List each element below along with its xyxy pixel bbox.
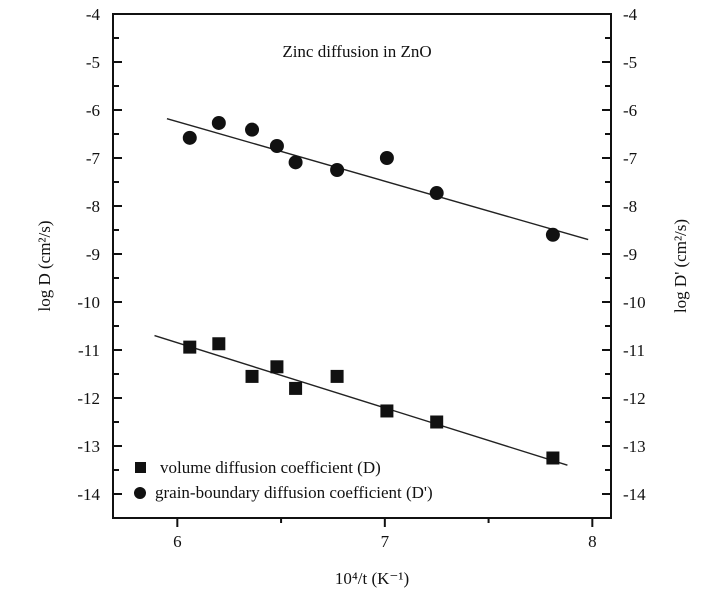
data-point-volume	[212, 337, 226, 351]
fit-lines	[154, 117, 589, 466]
fit-line-volume	[154, 334, 568, 466]
data-point-grain-boundary	[245, 122, 260, 137]
y-tick-label-right: -8	[623, 197, 637, 216]
y-tick-label-left: -13	[77, 437, 100, 456]
y-tick-label-right: -12	[623, 389, 646, 408]
data-points	[182, 115, 560, 465]
data-point-volume	[289, 381, 303, 395]
y-tick-label-left: -8	[86, 197, 100, 216]
data-point-volume	[270, 360, 284, 374]
data-point-volume	[546, 451, 560, 465]
y-tick-label-right: -6	[623, 101, 637, 120]
legend-circle-marker	[134, 487, 146, 499]
x-tick-label: 8	[588, 532, 597, 551]
y-tick-label-right: -7	[623, 149, 638, 168]
x-axis-label: 10⁴/t (K⁻¹)	[335, 569, 409, 588]
data-point-volume	[380, 404, 394, 418]
y-tick-label-right: -14	[623, 485, 646, 504]
legend-square-marker	[135, 462, 146, 473]
y-tick-label-left: -12	[77, 389, 100, 408]
legend-label-volume: volume diffusion coefficient (D)	[160, 458, 381, 477]
y-tick-label-right: -10	[623, 293, 646, 312]
x-tick-label: 7	[381, 532, 390, 551]
data-point-volume	[183, 340, 197, 354]
data-point-grain-boundary	[269, 139, 284, 153]
data-point-grain-boundary	[211, 115, 226, 130]
y-axis-label-right: log D' (cm²/s)	[671, 219, 690, 313]
data-point-grain-boundary	[182, 130, 197, 145]
legend: volume diffusion coefficient (D) grain-b…	[134, 458, 433, 502]
data-point-grain-boundary	[429, 186, 444, 201]
y-axis-label-left: log D (cm²/s)	[35, 220, 54, 311]
y-tick-label-left: -9	[86, 245, 100, 264]
y-tick-label-right: -5	[623, 53, 637, 72]
y-tick-label-left: -4	[86, 5, 101, 24]
y-tick-label-right: -4	[623, 5, 638, 24]
y-tick-label-left: -5	[86, 53, 100, 72]
y-tick-label-right: -13	[623, 437, 646, 456]
fit-line-grain-boundary	[166, 117, 589, 241]
data-point-volume	[430, 415, 444, 429]
y-tick-label-left: -10	[77, 293, 100, 312]
data-point-grain-boundary	[330, 163, 345, 177]
y-tick-label-left: -7	[86, 149, 101, 168]
ticks: -4 -4 -5 -5 -6 -6 -7 -7 -8 -8 -9 -9 -10 -10 -11 -11 -12 -…	[77, 5, 646, 551]
data-point-grain-boundary	[288, 155, 303, 170]
data-point-grain-boundary	[545, 227, 560, 242]
y-tick-label-right: -11	[623, 341, 645, 360]
data-point-grain-boundary	[379, 151, 394, 165]
data-point-volume	[330, 369, 344, 383]
plot-frame	[112, 13, 612, 519]
y-tick-label-right: -9	[623, 245, 637, 264]
data-point-volume	[245, 369, 259, 383]
y-tick-label-left: -11	[78, 341, 100, 360]
y-tick-label-left: -6	[86, 101, 100, 120]
legend-label-grain-boundary: grain-boundary diffusion coefficient (D'…	[155, 483, 433, 502]
x-tick-label: 6	[173, 532, 182, 551]
y-tick-label-left: -14	[77, 485, 100, 504]
chart-title: Zinc diffusion in ZnO	[282, 42, 431, 61]
